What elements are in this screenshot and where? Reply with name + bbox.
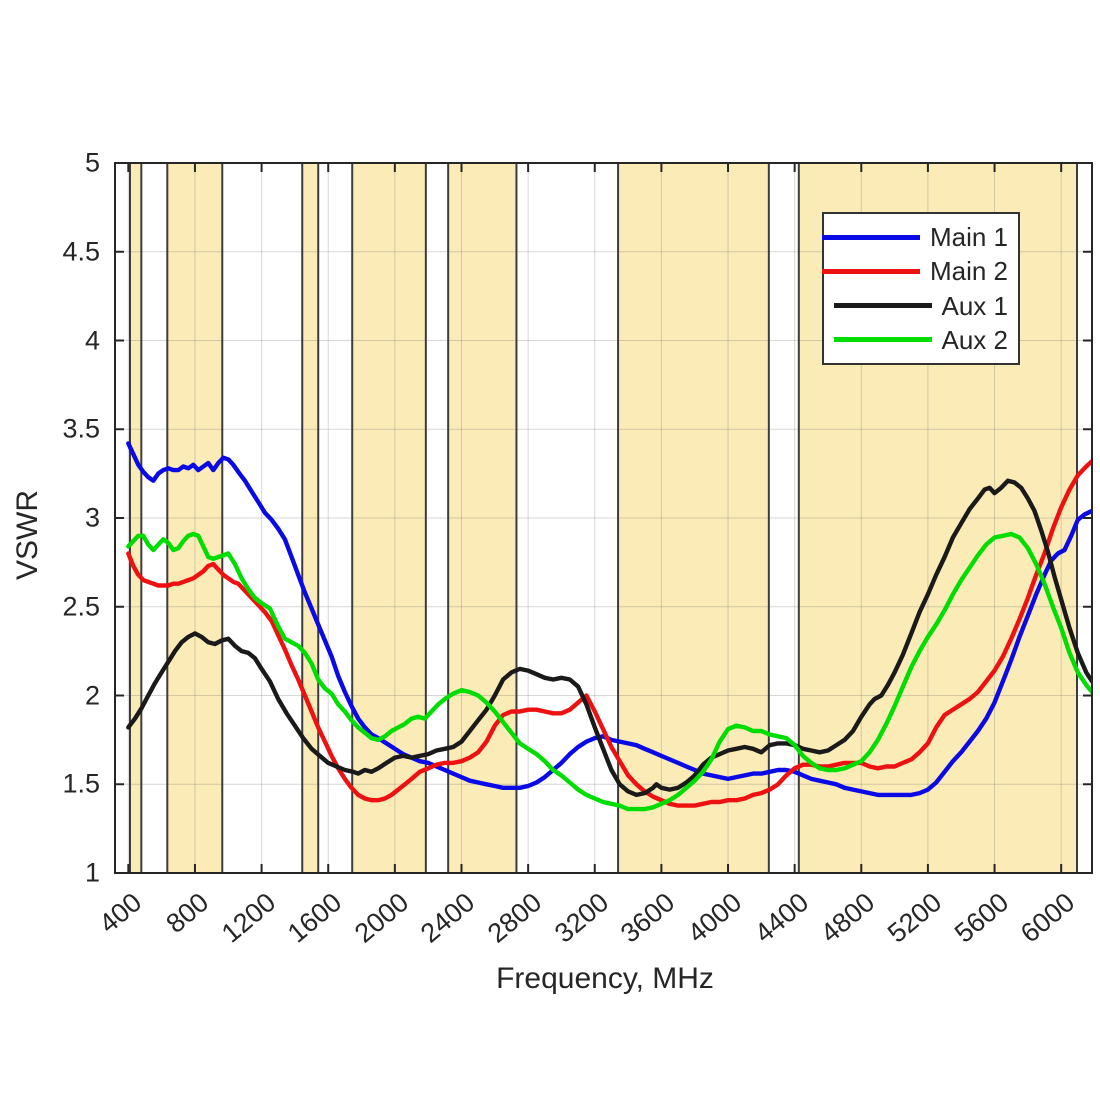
- frequency-band: [448, 163, 517, 873]
- legend-label: Aux 1: [941, 290, 1009, 321]
- legend-label: Main 1: [929, 222, 1008, 253]
- y-tick-label: 3.5: [62, 413, 100, 444]
- y-tick-label: 2.5: [62, 591, 100, 622]
- y-tick-label: 4.5: [62, 236, 100, 267]
- legend-line-swatch: [833, 337, 932, 343]
- frequency-band: [352, 163, 426, 873]
- legend-label: Main 2: [929, 256, 1008, 287]
- y-tick-label: 3: [84, 502, 100, 533]
- curve-main-2: [126, 459, 1092, 808]
- y-tick-label: 1.5: [62, 768, 100, 799]
- y-tick-label: 2: [84, 680, 100, 710]
- y-tick-label: 5: [84, 147, 100, 178]
- legend-line-swatch: [821, 268, 920, 274]
- legend-item-main-2: Main 2: [821, 256, 1008, 287]
- frequency-band: [618, 163, 769, 873]
- legend-label: Aux 2: [941, 324, 1009, 355]
- curve-main-1: [126, 441, 1092, 798]
- legend-line-swatch: [821, 234, 920, 240]
- frequency-band: [129, 163, 142, 873]
- legend-item-aux-2: Aux 2: [833, 324, 1009, 355]
- frequency-band: [167, 163, 223, 873]
- tick-marks: [115, 162, 1092, 874]
- legend-item-main-1: Main 1: [821, 222, 1008, 253]
- curve-aux-1: [126, 478, 1092, 798]
- y-tick-label: 1: [84, 857, 100, 888]
- band-edges: [128, 163, 1079, 873]
- x-axis-label: Frequency, MHz: [496, 962, 714, 995]
- legend: Main 1 Main 2 Aux 1 Aux 2: [821, 212, 1020, 365]
- curve-aux-2: [126, 531, 1092, 812]
- y-tick-label: 4: [84, 325, 100, 355]
- legend-item-aux-1: Aux 1: [833, 290, 1009, 321]
- legend-line-swatch: [833, 303, 932, 309]
